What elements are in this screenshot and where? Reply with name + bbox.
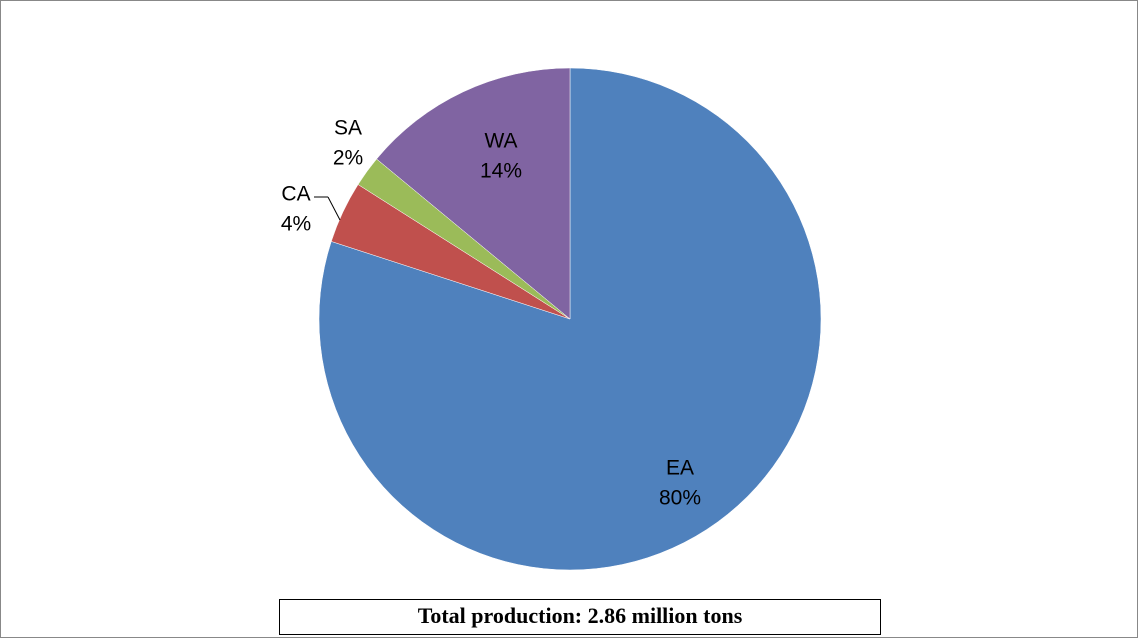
slice-category-label: WA	[484, 130, 517, 153]
leader-line	[327, 196, 341, 221]
annotation-box	[279, 599, 881, 635]
pie-slice	[376, 67, 571, 320]
slice-value-label: 2%	[333, 147, 363, 170]
slice-category-label: SA	[334, 117, 362, 140]
slice-value-label: 14%	[480, 160, 522, 183]
slice-category-label: CA	[281, 183, 310, 206]
slice-category-label: EA	[666, 457, 694, 480]
slice-value-label: 80%	[659, 487, 701, 510]
pie	[318, 67, 822, 571]
slice-value-label: 4%	[281, 213, 311, 236]
annotation: Total production: 2.86 million tons	[418, 603, 743, 628]
